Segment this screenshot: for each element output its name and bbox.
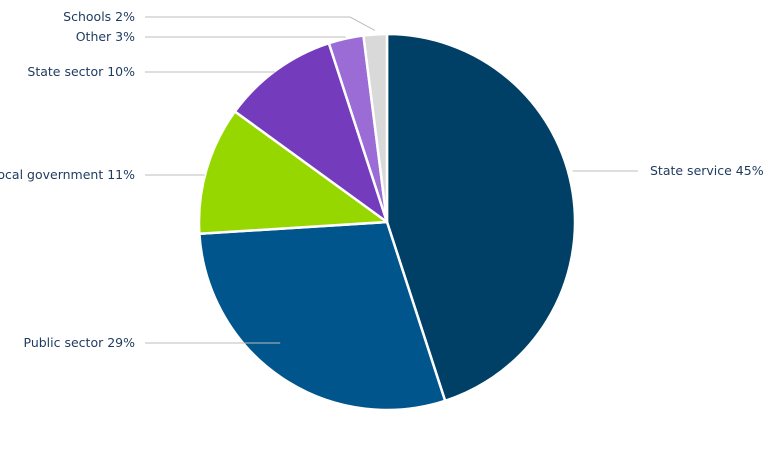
slice-label-schools: Schools 2% bbox=[63, 9, 135, 24]
slice-labels: State service 45% Public sector 29% Local … bbox=[0, 9, 764, 350]
leader-line-schools bbox=[145, 16, 376, 31]
pie-slice-local-government bbox=[197, 110, 389, 236]
slice-label-other: Other 3% bbox=[76, 29, 135, 44]
leader-lines bbox=[145, 16, 638, 344]
pie-slices bbox=[197, 32, 577, 412]
slice-label-state-sector: State sector 10% bbox=[27, 64, 135, 79]
slice-label-local-government: Local government 11% bbox=[0, 167, 135, 182]
pie-slice-schools bbox=[362, 32, 389, 224]
slice-label-state-service: State service 45% bbox=[650, 163, 764, 178]
pie-slice-state-sector bbox=[233, 41, 389, 224]
slice-label-public-sector: Public sector 29% bbox=[24, 335, 136, 350]
pie-slice-public-sector bbox=[198, 220, 447, 412]
pie-slice-state-service bbox=[385, 32, 577, 403]
